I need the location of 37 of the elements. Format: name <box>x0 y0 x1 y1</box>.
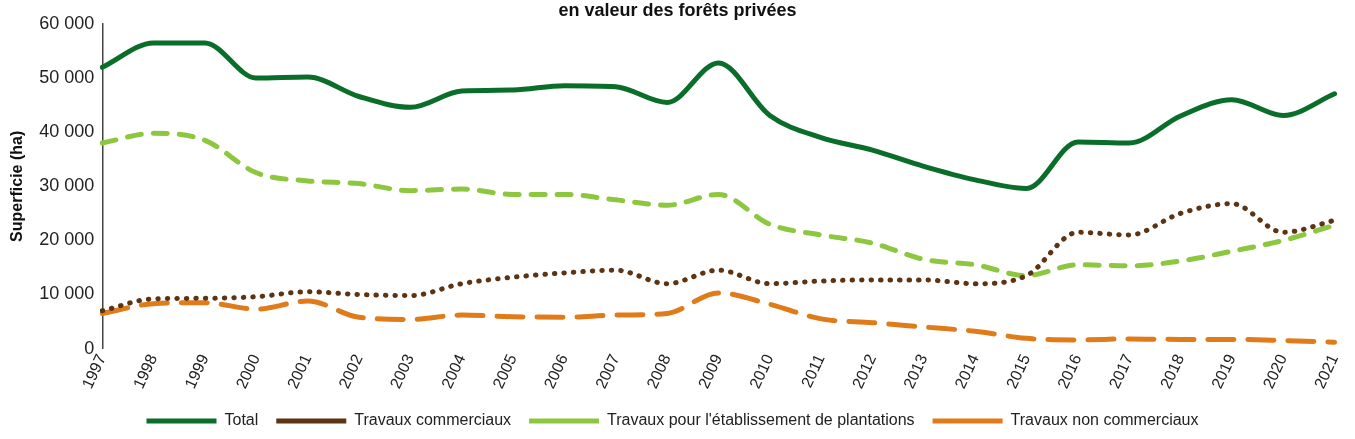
x-tick-label: 2020 <box>1259 351 1291 392</box>
x-tick-label: 2004 <box>437 351 469 392</box>
legend-label: Total <box>224 411 259 429</box>
x-tick-label: 2018 <box>1156 351 1188 392</box>
chart-title: en valeur des forêts privées <box>558 0 797 20</box>
x-tick-label: 1998 <box>129 351 161 392</box>
y-axis-title: Superficie (ha) <box>8 130 26 242</box>
y-tick-label: 60 000 <box>39 12 95 33</box>
x-tick-label: 2013 <box>900 351 931 392</box>
x-tick-label: 2010 <box>746 351 777 392</box>
x-tick-label: 2003 <box>386 351 418 392</box>
y-tick-label: 30 000 <box>39 175 95 196</box>
legend-label: Travaux commerciaux <box>354 411 512 429</box>
x-tick-label: 2014 <box>951 351 982 392</box>
x-tick-label: 2016 <box>1054 351 1085 392</box>
x-tick-label: 2011 <box>797 351 828 390</box>
x-tick-label: 2021 <box>1310 351 1342 392</box>
legend-label: Travaux pour l'établissement de plantations <box>607 411 915 429</box>
x-tick-label: 2002 <box>335 351 366 392</box>
y-tick-label: 0 <box>84 337 95 358</box>
legend-label: Travaux non commerciaux <box>1010 411 1199 429</box>
x-tick-label: 2009 <box>694 351 726 392</box>
x-tick-label: 2001 <box>283 351 315 392</box>
x-tick-label: 1999 <box>181 351 212 392</box>
x-tick-label: 2006 <box>540 351 572 392</box>
y-tick-label: 40 000 <box>39 121 95 142</box>
x-tick-label: 2005 <box>489 351 520 392</box>
x-tick-label: 2000 <box>232 351 264 392</box>
x-tick-label: 2007 <box>591 351 623 392</box>
x-tick-label: 2017 <box>1105 351 1136 392</box>
x-tick-label: 2019 <box>1208 351 1239 392</box>
x-tick-label: 2012 <box>848 351 880 392</box>
y-tick-label: 10 000 <box>39 283 95 304</box>
y-tick-label: 50 000 <box>39 67 95 88</box>
x-tick-label: 2015 <box>1002 351 1034 392</box>
y-tick-label: 20 000 <box>39 229 95 250</box>
x-tick-label: 2008 <box>643 351 674 392</box>
